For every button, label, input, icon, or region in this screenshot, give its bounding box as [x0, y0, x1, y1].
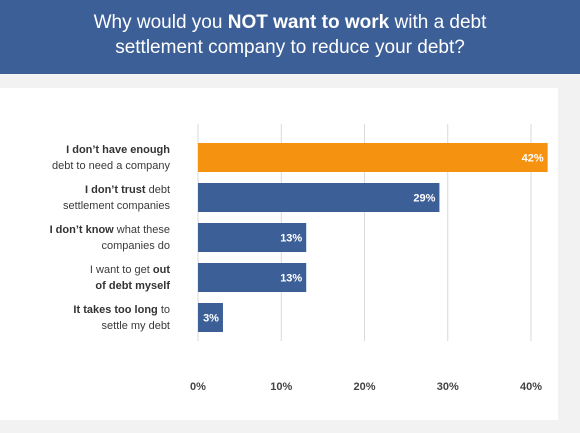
title-emphasis: NOT want to work	[227, 12, 390, 33]
category-label: I don’t know what these companies do	[0, 222, 170, 254]
x-tick-label: 30%	[437, 381, 459, 393]
bar-value-label: 13%	[280, 233, 302, 245]
category-label-line: I don’t trust debt	[0, 182, 170, 198]
category-label: It takes too long to settle my debt	[0, 302, 170, 334]
bar-value-label: 13%	[280, 273, 302, 285]
category-label-line: companies do	[0, 238, 171, 254]
bar-chart: 0% 10% 20% 30% 40% 42% 29% 13% 13% 3%	[190, 124, 548, 393]
category-label: I want to get out of debt myself	[0, 262, 170, 294]
bar	[198, 263, 307, 292]
category-label: I don’t have enough debt to need a compan…	[0, 142, 170, 174]
category-label-line: of debt myself	[0, 278, 170, 294]
category-label-plain: debt to need a company	[51, 159, 170, 172]
category-label-line: settlement companies	[0, 198, 170, 214]
bar-value-label: 29%	[413, 193, 435, 205]
category-label-plain: debt	[145, 183, 170, 196]
category-label-plain: settle my debt	[101, 319, 170, 332]
category-label-line: settle my debt	[0, 318, 170, 334]
title-part2: with a debt	[389, 12, 487, 33]
category-label-bold: of debt myself	[95, 279, 170, 292]
bar	[198, 223, 307, 252]
category-label-bold: It takes too long	[73, 303, 158, 316]
chart-title-line1: Why would you NOT want to work with a de…	[0, 10, 580, 35]
category-label-line: I don’t have enough	[0, 142, 170, 158]
title-part1: Why would you	[93, 12, 228, 33]
category-label-line: It takes too long to	[0, 302, 170, 318]
category-label-plain: what these	[113, 223, 170, 236]
bar	[198, 183, 440, 212]
category-label-bold: I don’t trust	[85, 183, 146, 196]
x-tick-label: 10%	[270, 381, 292, 393]
category-label-bold: I don’t know	[49, 223, 114, 236]
category-label-bold: I don’t have enough	[66, 143, 170, 156]
bar	[198, 143, 548, 172]
x-tick-label: 20%	[353, 381, 375, 393]
chart-panel: 0% 10% 20% 30% 40% 42% 29% 13% 13% 3% I don’t hav…	[0, 88, 558, 420]
chart-header: Why would you NOT want to work with a de…	[0, 0, 580, 74]
chart-title-line2: settlement company to reduce your debt?	[115, 37, 465, 58]
bar	[198, 303, 223, 332]
x-tick-label: 40%	[520, 381, 542, 393]
x-tick-label: 0%	[190, 381, 206, 393]
category-label-plain: I want to get	[89, 263, 153, 276]
category-label-plain: settlement companies	[63, 199, 170, 212]
category-label-plain: companies do	[101, 239, 171, 252]
bar-value-label: 42%	[522, 153, 544, 165]
category-label-bold: out	[152, 263, 170, 276]
category-label: I don’t trust debt settlement companies	[0, 182, 170, 214]
category-label-plain: to	[157, 303, 170, 316]
bar-value-label: 3%	[203, 313, 219, 325]
category-label-line: I don’t know what these	[0, 222, 170, 238]
category-label-line: I want to get out	[0, 262, 170, 278]
category-label-line: debt to need a company	[0, 158, 170, 174]
